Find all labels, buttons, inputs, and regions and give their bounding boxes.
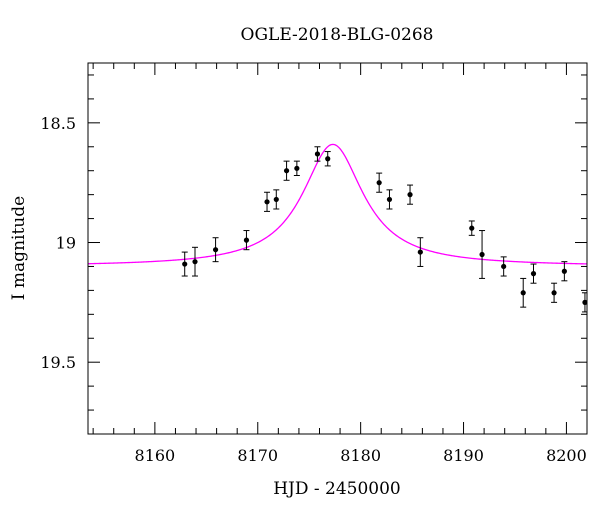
data-points bbox=[181, 146, 587, 313]
data-point bbox=[520, 277, 527, 308]
data-marker bbox=[264, 199, 270, 205]
data-marker bbox=[325, 156, 331, 162]
data-marker bbox=[273, 196, 279, 203]
data-marker bbox=[192, 259, 198, 265]
x-axis-tick-labels: 8160 8170 8180 8190 8200 bbox=[135, 446, 587, 465]
model-curve bbox=[88, 143, 587, 265]
data-point bbox=[500, 256, 507, 277]
data-point bbox=[561, 261, 568, 282]
data-marker bbox=[561, 268, 567, 274]
data-marker bbox=[501, 263, 507, 270]
data-marker bbox=[407, 192, 413, 198]
data-marker bbox=[551, 290, 557, 296]
x-axis-ticks bbox=[92, 63, 588, 434]
data-marker bbox=[582, 299, 587, 305]
x-tick-label: 8160 bbox=[135, 446, 176, 465]
data-point bbox=[243, 230, 250, 251]
data-marker bbox=[520, 290, 526, 296]
data-point bbox=[530, 263, 537, 284]
x-tick-label: 8200 bbox=[546, 446, 587, 465]
y-tick-label: 19 bbox=[56, 234, 76, 253]
data-point bbox=[314, 146, 321, 162]
chart-title: OGLE-2018-BLG-0268 bbox=[241, 25, 434, 45]
data-point bbox=[551, 282, 558, 303]
x-tick-label: 8190 bbox=[443, 446, 484, 465]
data-marker bbox=[283, 168, 290, 174]
y-axis-tick-labels: 18.5 19 19.5 bbox=[40, 114, 76, 372]
y-axis-ticks bbox=[88, 74, 587, 435]
data-marker bbox=[469, 225, 475, 231]
data-marker bbox=[314, 151, 321, 157]
data-marker bbox=[243, 237, 250, 243]
data-marker bbox=[386, 196, 393, 203]
data-marker bbox=[182, 261, 188, 267]
data-point bbox=[407, 184, 414, 205]
data-marker bbox=[479, 251, 485, 258]
data-point bbox=[468, 220, 475, 236]
data-point bbox=[293, 160, 300, 176]
x-axis-label: HJD - 2450000 bbox=[273, 479, 401, 499]
x-tick-label: 8170 bbox=[237, 446, 278, 465]
y-tick-label: 18.5 bbox=[40, 114, 76, 133]
plot-content bbox=[88, 143, 587, 313]
data-point bbox=[283, 160, 290, 181]
data-point bbox=[479, 230, 486, 279]
data-marker bbox=[294, 165, 300, 171]
data-marker bbox=[530, 271, 537, 277]
data-point bbox=[181, 251, 188, 277]
data-point bbox=[264, 191, 271, 212]
data-point bbox=[212, 237, 219, 263]
data-marker bbox=[376, 180, 382, 186]
x-tick-label: 8180 bbox=[340, 446, 381, 465]
plot-frame bbox=[87, 62, 588, 435]
data-point bbox=[192, 246, 199, 277]
data-point bbox=[273, 189, 280, 210]
data-point bbox=[386, 189, 393, 210]
data-point bbox=[417, 237, 424, 267]
data-point bbox=[324, 151, 331, 167]
y-axis-label: I magnitude bbox=[9, 196, 29, 300]
data-marker bbox=[212, 247, 219, 253]
data-point bbox=[581, 292, 587, 313]
y-tick-label: 19.5 bbox=[40, 353, 76, 372]
data-point bbox=[376, 172, 383, 193]
data-marker bbox=[417, 249, 423, 255]
